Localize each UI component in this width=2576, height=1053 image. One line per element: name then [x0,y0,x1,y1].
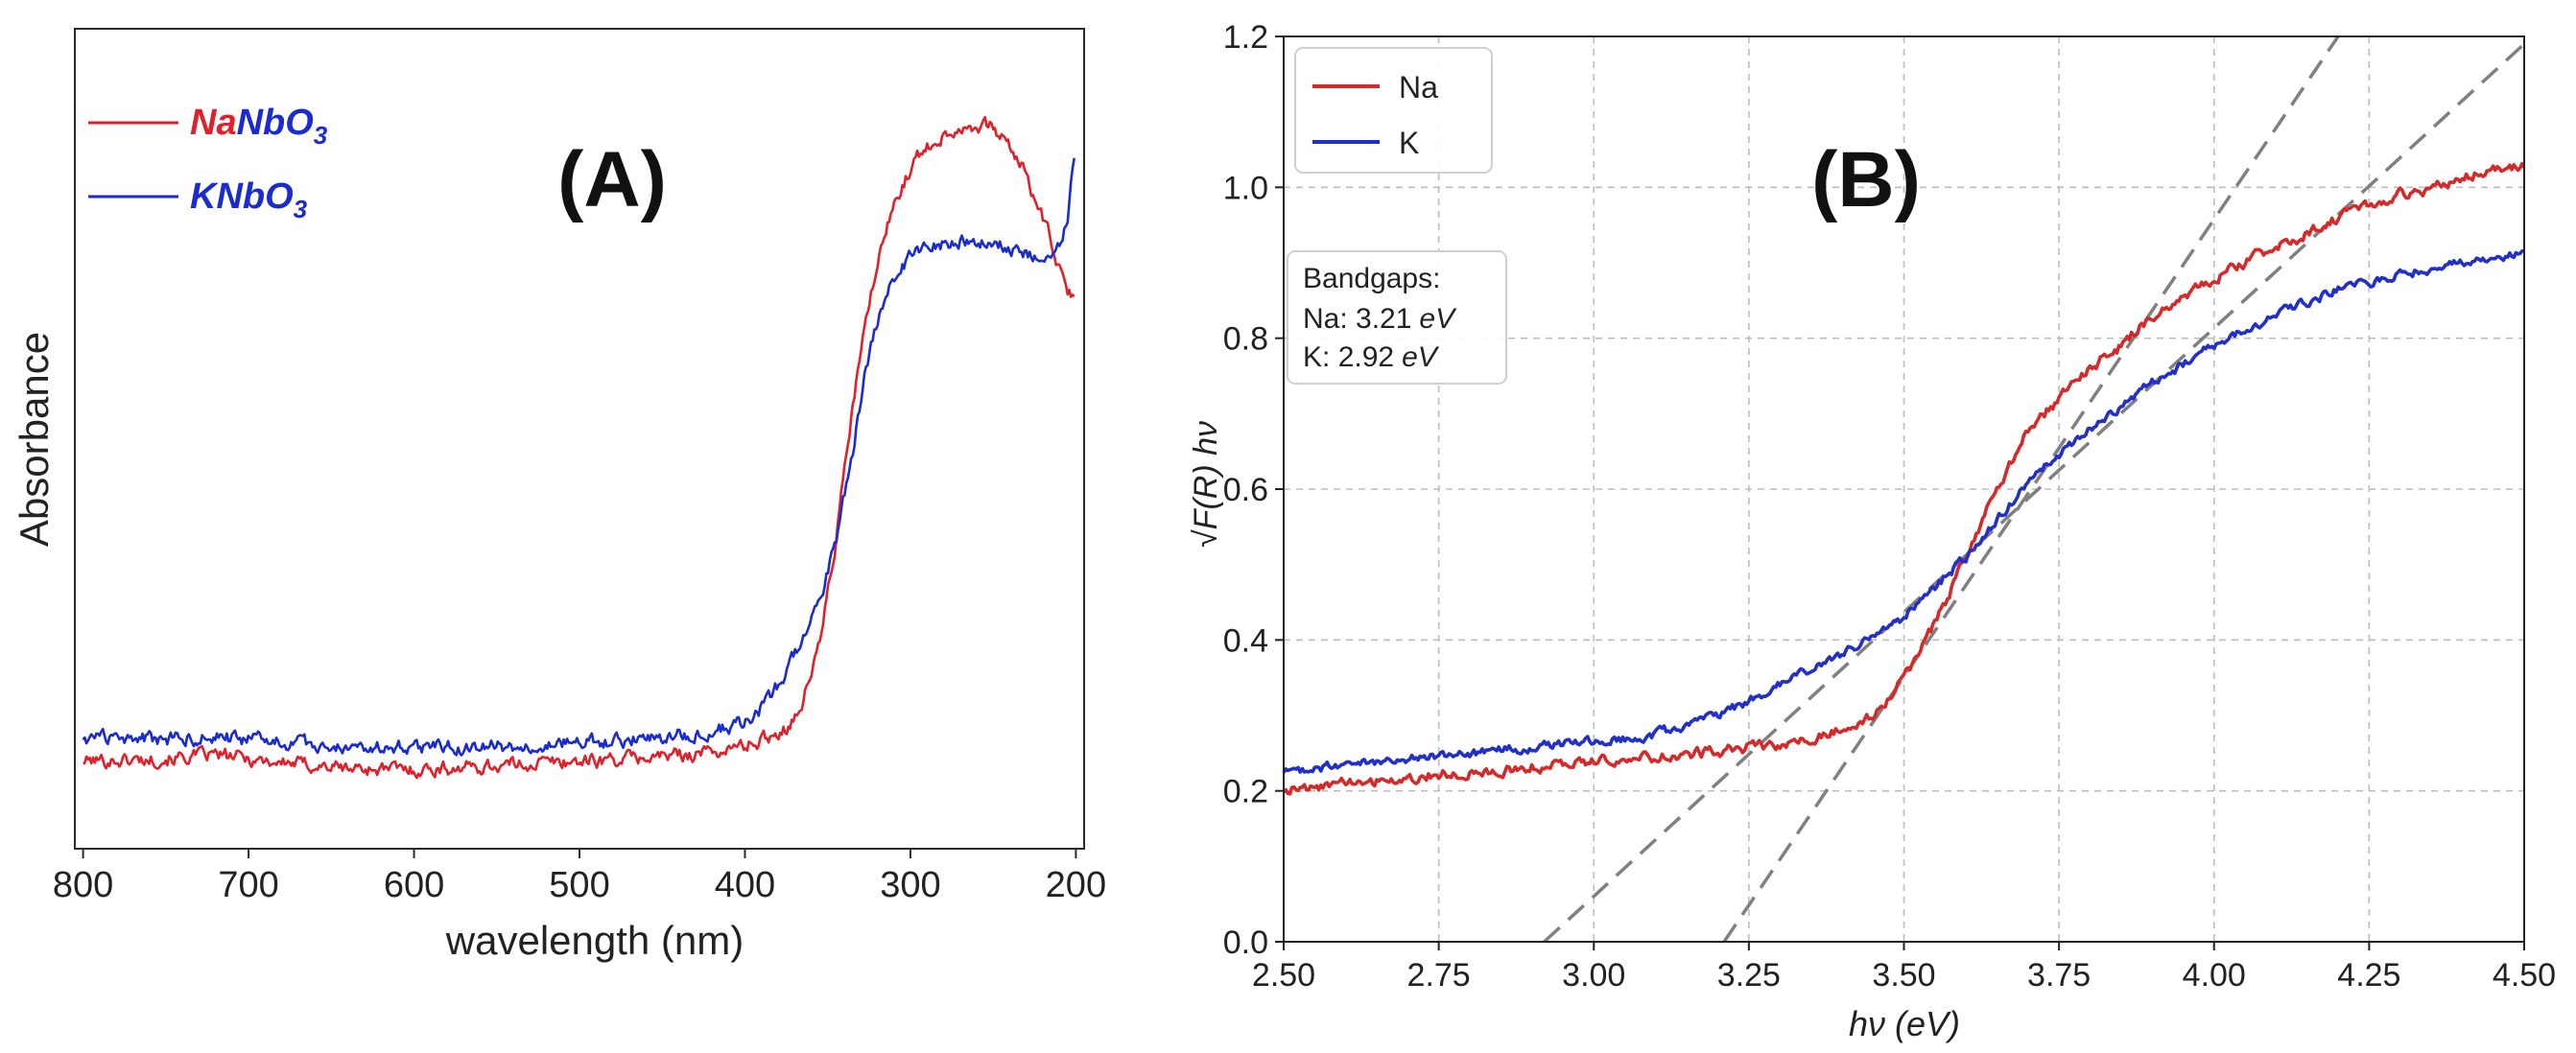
panel-b-y-tick-label-1.0: 1.0 [1223,170,1268,206]
panel-a-x-tick-label-700: 700 [218,865,278,905]
legend-knbo3-prefix: K [190,176,219,217]
bandgaps-title: Bandgaps: [1303,263,1440,294]
panel-a-legend: NaNbO3 KNbO3 [88,103,328,223]
panel-b-x-tick-label-2.50: 2.50 [1252,957,1315,994]
panel-b-y-axis-label: √F(R) hν [1188,421,1224,548]
panel-b-x-tick-label-3.75: 3.75 [2027,957,2091,994]
panel-b-chart: 2.50 2.75 3.00 3.25 3.50 3.75 4.00 4.25 4.50 0.0 0… [1188,19,2556,1043]
bandgaps-box [1287,250,1507,385]
panel-b-series-k [1282,248,2525,774]
panel-b-x-tick-label-3.25: 3.25 [1717,957,1781,994]
bandgap-k: K: 2.92 eV [1303,341,1440,373]
panel-b-x-tick-label-2.75: 2.75 [1407,957,1471,994]
panel-a-chart: 800 700 600 500 400 300 200 (A) wavelength (nm… [12,28,1106,963]
panel-a-y-axis-label: Absorbance [12,332,57,547]
panel-b-x-tick-label-4.50: 4.50 [2493,957,2556,994]
legend-box [1294,47,1493,174]
panel-a-x-tick-label-600: 600 [384,865,444,905]
panel-b-x-tick-label-4.00: 4.00 [2183,957,2246,994]
panel-a-x-tick-label-500: 500 [549,865,609,905]
tangent-line-na [1722,35,2340,943]
legend-label-k: K [1399,126,1419,160]
legend-knbo3-sub: 3 [294,195,308,223]
panel-a-series-knbo3 [82,157,1075,757]
panel-b-y-tick-label-1.2: 1.2 [1223,19,1268,56]
legend-nanbo3-prefix: Na [190,103,237,143]
panel-b-x-axis-label: hν (eV) [1849,1004,1960,1043]
panel-b-y-tick-label-0.2: 0.2 [1223,774,1268,810]
bandgaps-annotation: Bandgaps: Na: 3.21 eV K: 2.92 eV [1287,250,1507,385]
panel-b-y-tick-label-0.0: 0.0 [1223,924,1268,961]
legend-nanbo3-sub: 3 [314,121,328,150]
panel-a-x-tick-label-800: 800 [53,865,113,905]
legend-nanbo3-main: NbO [237,103,314,143]
panel-b-series-na [1282,161,2526,796]
panel-b-y-tick-label-0.6: 0.6 [1223,472,1268,508]
panel-a-series [82,115,1075,780]
panel-b-x-tick-label-3.00: 3.00 [1562,957,1625,994]
legend-knbo3-main: NbO [216,176,293,217]
panel-b-x-tick-label-4.25: 4.25 [2337,957,2400,994]
panel-b-tangent-lines [1543,35,2526,944]
panel-a-x-tick-label-200: 200 [1046,865,1106,905]
panel-a-series-nanbo3 [83,115,1075,780]
panel-b-x-tick-label-3.50: 3.50 [1872,957,1935,994]
panel-a-x-tick-label-300: 300 [880,865,940,905]
panel-b-series [1282,161,2526,796]
panel-a-x-ticks: 800 700 600 500 400 300 200 [53,849,1106,905]
panel-b-ticks: 2.50 2.75 3.00 3.25 3.50 3.75 4.00 4.25 4.50 0.0 0… [1223,19,2556,994]
panel-b-y-tick-label-0.4: 0.4 [1223,622,1268,659]
bandgap-na: Na: 3.21 eV [1303,303,1457,335]
legend-label-na: Na [1399,70,1438,105]
legend-label-knbo3: KNbO3 [190,176,308,223]
panel-a-title: (A) [557,136,667,223]
panel-b-legend: Na K [1294,47,1493,174]
tangent-line-k [1543,42,2526,944]
panel-b-title: (B) [1811,136,1921,223]
panel-a-x-tick-label-400: 400 [715,865,775,905]
panel-a-x-axis-label: wavelength (nm) [445,918,744,963]
legend-label-nanbo3: NaNbO3 [190,103,328,150]
panel-b-y-tick-label-0.8: 0.8 [1223,321,1268,358]
